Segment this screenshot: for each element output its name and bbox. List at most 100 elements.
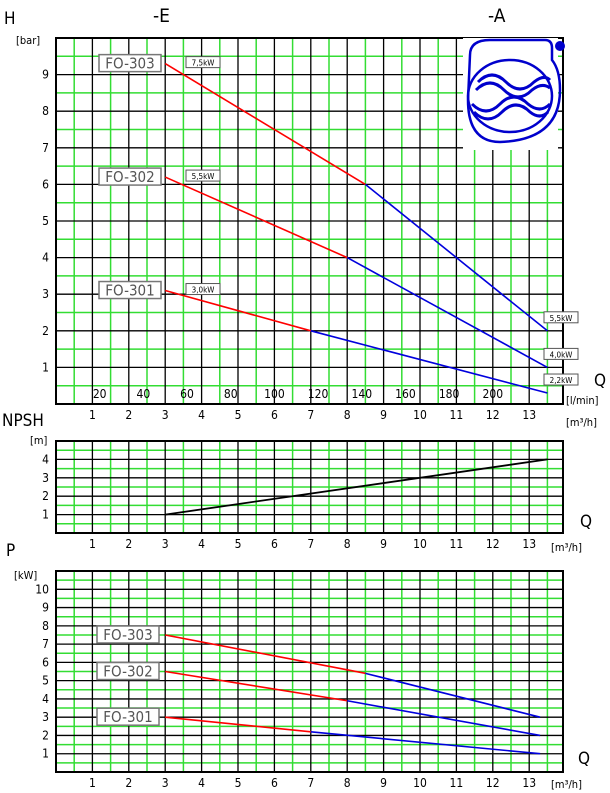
- power-y-tick-label: 10: [35, 582, 49, 596]
- power-curve-e-FO-303: [165, 634, 366, 675]
- head-x-tick-label: 13: [522, 408, 536, 422]
- model-label-box: [96, 625, 160, 644]
- npsh-x-tick-label: 9: [380, 537, 387, 551]
- head-y-tick-label: 4: [42, 251, 49, 265]
- power-m3h-unit: [m³/h]: [551, 778, 582, 791]
- lmin-tick-label: 120: [308, 387, 329, 401]
- npsh-panel: [55, 440, 564, 534]
- head-x-tick-label: 8: [344, 408, 351, 422]
- npsh-axis-name: NPSH: [2, 411, 44, 431]
- model-label: FO-301: [105, 282, 154, 300]
- power-frame: [55, 570, 564, 773]
- head-y-tick-label: 6: [42, 177, 49, 191]
- rating-a-box: [543, 347, 579, 360]
- npsh-y-tick-label: 3: [42, 471, 49, 485]
- rating-a-label: 4,0kW: [550, 350, 573, 359]
- npsh-x-tick-label: 4: [198, 537, 205, 551]
- model-label-box: [98, 167, 162, 186]
- power-x-tick-label: 9: [380, 776, 387, 790]
- power-y-tick-label: 7: [42, 637, 49, 651]
- power-curve-e-FO-301: [165, 716, 311, 733]
- head-y-tick-label: 7: [42, 141, 49, 155]
- head-curve-a-FO-301: [310, 330, 548, 394]
- power-y-tick-label: 6: [42, 655, 49, 669]
- npsh-x-tick-label: 12: [486, 537, 500, 551]
- model-label-box: [96, 661, 160, 681]
- npsh-x-tick-label: 10: [413, 537, 427, 551]
- head-y-tick-label: 5: [42, 214, 49, 228]
- power-x-tick-label: 13: [522, 776, 536, 790]
- head-curve-e-FO-302: [164, 176, 348, 259]
- power-axis-name: P: [6, 541, 15, 561]
- npsh-x-tick-label: 6: [271, 537, 278, 551]
- head-x-tick-label: 3: [162, 408, 169, 422]
- head-q-label: Q: [594, 371, 606, 391]
- npsh-x-tick-label: 8: [344, 537, 351, 551]
- lmin-unit: [l/min]: [566, 394, 599, 407]
- power-x-tick-label: 11: [450, 776, 464, 790]
- lmin-tick-label: 20: [93, 387, 107, 401]
- model-label-box: [96, 707, 160, 726]
- head-y-tick-label: 3: [42, 287, 49, 301]
- legend-e-label: -E: [153, 5, 170, 27]
- power-q-label: Q: [578, 749, 590, 769]
- model-label: FO-303: [105, 55, 154, 73]
- power-panel: [55, 570, 564, 773]
- rating-a-label: 5,5kW: [550, 314, 573, 323]
- head-x-tick-label: 9: [380, 408, 387, 422]
- head-curve-e-FO-301: [164, 289, 312, 332]
- npsh-x-tick-label: 7: [307, 537, 314, 551]
- lmin-tick-label: 140: [351, 387, 372, 401]
- lmin-tick-label: 60: [180, 387, 194, 401]
- head-y-tick-label: 1: [42, 360, 49, 374]
- head-x-tick-label: 11: [450, 408, 464, 422]
- head-x-tick-label: 5: [235, 408, 242, 422]
- lmin-tick-label: 80: [224, 387, 238, 401]
- power-x-tick-label: 6: [271, 776, 278, 790]
- lmin-tick-label: 100: [264, 387, 285, 401]
- head-x-tick-label: 6: [271, 408, 278, 422]
- npsh-x-tick-label: 11: [450, 537, 464, 551]
- power-y-tick-label: 5: [42, 674, 49, 688]
- npsh-x-tick-label: 13: [522, 537, 536, 551]
- power-x-tick-label: 3: [162, 776, 169, 790]
- lmin-tick-label: 180: [439, 387, 460, 401]
- npsh-y-tick-label: 1: [42, 508, 49, 522]
- npsh-m3h-unit: [m³/h]: [551, 541, 582, 554]
- power-model-label: FO-303: [103, 626, 152, 644]
- power-axis-unit: [kW]: [14, 569, 37, 582]
- head-x-tick-label: 4: [198, 408, 205, 422]
- model-label-box: [98, 53, 162, 73]
- head-y-tick-label: 9: [42, 68, 49, 82]
- power-y-tick-label: 9: [42, 601, 49, 615]
- head-curve-a-FO-303: [364, 183, 548, 332]
- power-x-tick-label: 10: [413, 776, 427, 790]
- head-axis-unit: [bar]: [16, 34, 40, 47]
- rating-e-box: [185, 56, 221, 69]
- rating-a-box: [543, 373, 579, 386]
- power-curve-e-FO-302: [165, 670, 348, 702]
- npsh-y-tick-label: 4: [42, 452, 49, 466]
- npsh-curve: [165, 458, 548, 516]
- power-x-tick-label: 8: [344, 776, 351, 790]
- head-y-tick-label: 2: [42, 324, 49, 338]
- power-curve-a-FO-303: [365, 672, 541, 718]
- npsh-q-label: Q: [580, 512, 592, 532]
- head-x-tick-label: 10: [413, 408, 427, 422]
- power-x-tick-label: 12: [486, 776, 500, 790]
- model-label-box: [98, 280, 162, 300]
- npsh-x-tick-label: 5: [235, 537, 242, 551]
- npsh-x-tick-label: 1: [89, 537, 96, 551]
- rating-e-label: 5,5kW: [192, 172, 215, 181]
- head-y-tick-label: 8: [42, 104, 49, 118]
- power-x-tick-label: 7: [307, 776, 314, 790]
- rating-e-label: 7,5kW: [192, 59, 215, 68]
- npsh-axis-unit: [m]: [30, 434, 48, 447]
- power-x-tick-label: 2: [125, 776, 132, 790]
- power-x-tick-label: 5: [235, 776, 242, 790]
- power-curve-a-FO-301: [310, 731, 541, 755]
- power-y-tick-label: 3: [42, 710, 49, 724]
- lmin-tick-label: 160: [395, 387, 416, 401]
